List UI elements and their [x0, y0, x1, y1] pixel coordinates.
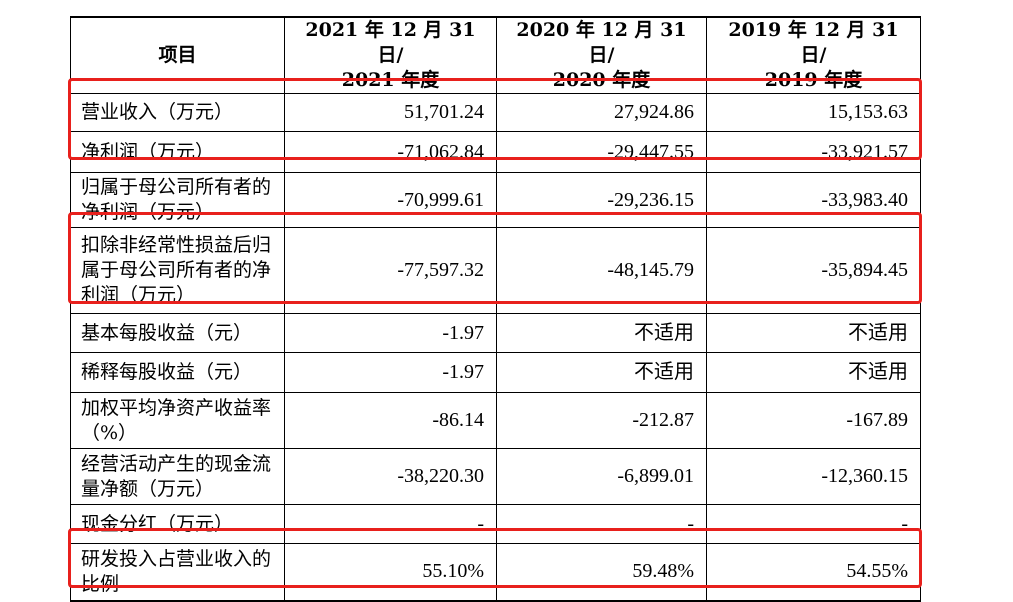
cell-2019: -33,983.40 — [706, 172, 921, 228]
cell-2019: 15,153.63 — [706, 93, 921, 132]
table-row: 营业收入（万元） 51,701.24 27,924.86 15,153.63 — [70, 93, 921, 132]
cell-2020: 不适用 — [496, 313, 707, 353]
cell-2020: -48,145.79 — [496, 227, 707, 314]
cell-2019: 不适用 — [706, 352, 921, 393]
row-label: 净利润（万元） — [70, 131, 285, 173]
header-year-2020-line1: 2020 年 12 月 31 日/ — [516, 19, 687, 66]
cell-2020: - — [496, 504, 707, 544]
row-label: 营业收入（万元） — [70, 93, 285, 132]
cell-2021: -86.14 — [284, 392, 497, 449]
cell-2021: -38,220.30 — [284, 448, 497, 505]
cell-2020: -29,236.15 — [496, 172, 707, 228]
cell-2019: 54.55% — [706, 543, 921, 602]
header-year-2021: 2021 年 12 月 31 日/ 2021 年度 — [284, 16, 497, 94]
cell-2020: -29,447.55 — [496, 131, 707, 173]
table-row: 基本每股收益（元） -1.97 不适用 不适用 — [70, 313, 921, 353]
cell-2021: -1.97 — [284, 352, 497, 393]
row-label: 稀释每股收益（元） — [70, 352, 285, 393]
cell-2020: 不适用 — [496, 352, 707, 393]
row-label: 研发投入占营业收入的比例 — [70, 543, 285, 602]
financial-table: 项目 2021 年 12 月 31 日/ 2021 年度 2020 年 12 月… — [70, 16, 921, 602]
row-label: 归属于母公司所有者的净利润（万元） — [70, 172, 285, 228]
header-year-2021-line1: 2021 年 12 月 31 日/ — [305, 19, 476, 66]
cell-2020: 27,924.86 — [496, 93, 707, 132]
row-label: 经营活动产生的现金流量净额（万元） — [70, 448, 285, 505]
header-year-2019-line1: 2019 年 12 月 31 日/ — [728, 19, 899, 66]
cell-2020: -6,899.01 — [496, 448, 707, 505]
table-row: 研发投入占营业收入的比例 55.10% 59.48% 54.55% — [70, 543, 921, 602]
cell-2021: -71,062.84 — [284, 131, 497, 173]
table-row: 净利润（万元） -71,062.84 -29,447.55 -33,921.57 — [70, 131, 921, 173]
cell-2020: -212.87 — [496, 392, 707, 449]
header-year-2019: 2019 年 12 月 31 日/ 2019 年度 — [706, 16, 921, 94]
cell-2021: 55.10% — [284, 543, 497, 602]
row-label: 扣除非经常性损益后归属于母公司所有者的净利润（万元） — [70, 227, 285, 314]
cell-2019: -167.89 — [706, 392, 921, 449]
cell-2020: 59.48% — [496, 543, 707, 602]
header-year-2020-line2: 2020 年度 — [552, 69, 651, 91]
header-item: 项目 — [70, 16, 285, 94]
row-label: 现金分红（万元） — [70, 504, 285, 544]
header-row: 项目 2021 年 12 月 31 日/ 2021 年度 2020 年 12 月… — [70, 16, 921, 94]
cell-2019: -12,360.15 — [706, 448, 921, 505]
header-year-2021-line2: 2021 年度 — [341, 69, 440, 91]
cell-2021: -77,597.32 — [284, 227, 497, 314]
table-row: 经营活动产生的现金流量净额（万元） -38,220.30 -6,899.01 -… — [70, 448, 921, 505]
table-row: 稀释每股收益（元） -1.97 不适用 不适用 — [70, 352, 921, 393]
cell-2021: -70,999.61 — [284, 172, 497, 228]
table-row: 加权平均净资产收益率（%） -86.14 -212.87 -167.89 — [70, 392, 921, 449]
cell-2021: -1.97 — [284, 313, 497, 353]
cell-2021: - — [284, 504, 497, 544]
cell-2019: -33,921.57 — [706, 131, 921, 173]
cell-2021: 51,701.24 — [284, 93, 497, 132]
row-label: 加权平均净资产收益率（%） — [70, 392, 285, 449]
table-row: 归属于母公司所有者的净利润（万元） -70,999.61 -29,236.15 … — [70, 172, 921, 228]
header-year-2019-line2: 2019 年度 — [764, 69, 863, 91]
table-row: 现金分红（万元） - - - — [70, 504, 921, 544]
table-row: 扣除非经常性损益后归属于母公司所有者的净利润（万元） -77,597.32 -4… — [70, 227, 921, 314]
row-label: 基本每股收益（元） — [70, 313, 285, 353]
cell-2019: -35,894.45 — [706, 227, 921, 314]
cell-2019: 不适用 — [706, 313, 921, 353]
cell-2019: - — [706, 504, 921, 544]
header-year-2020: 2020 年 12 月 31 日/ 2020 年度 — [496, 16, 707, 94]
